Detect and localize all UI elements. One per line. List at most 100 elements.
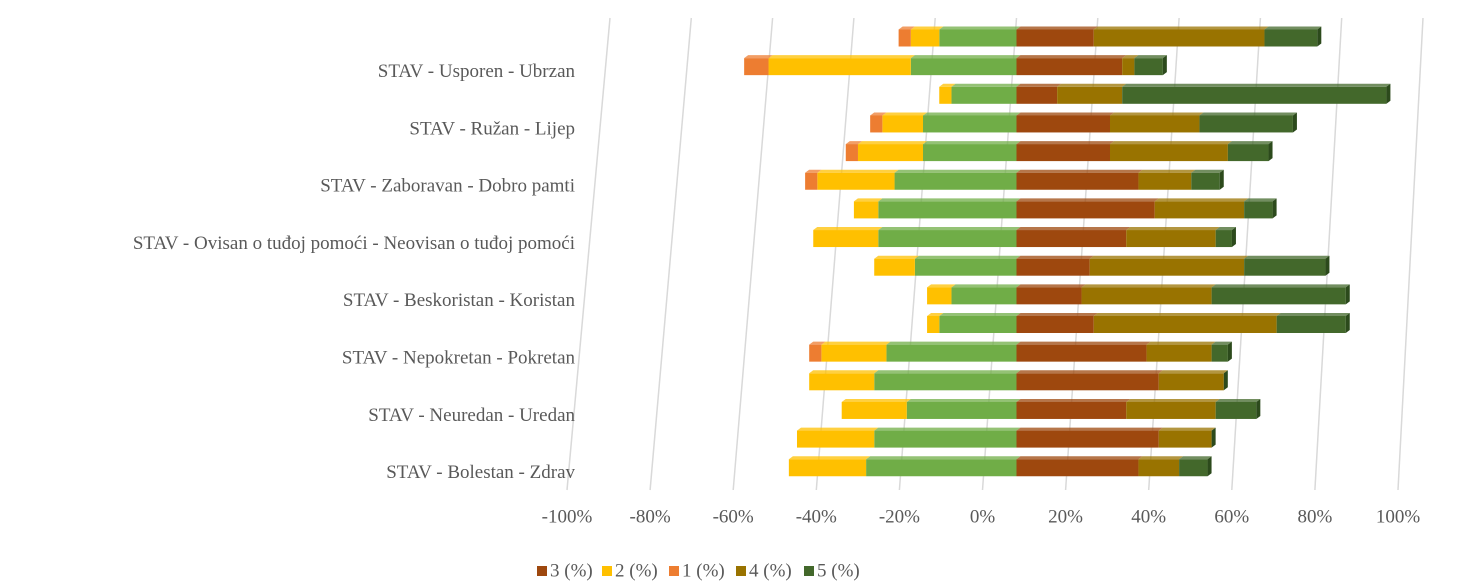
bar-top-face — [1215, 398, 1261, 402]
bar-top-face — [1109, 141, 1232, 145]
bar-segment — [1109, 144, 1228, 162]
bar-segment — [1016, 115, 1110, 133]
bar-segment — [1154, 201, 1245, 219]
bar-top-face — [1016, 456, 1143, 460]
bar-top-face — [951, 83, 1021, 87]
x-tick-label: -80% — [630, 506, 671, 527]
bar-top-face — [910, 55, 1021, 59]
bar-segment — [1093, 29, 1265, 47]
bar-segment — [845, 144, 858, 162]
bar-side-face — [1386, 83, 1391, 104]
bar-segment — [1016, 144, 1110, 162]
bar-segment — [1126, 401, 1216, 419]
y-tick-label: STAV - Usporen - Ubrzan — [378, 61, 576, 82]
bar-top-face — [1122, 83, 1391, 87]
bar-top-face — [1199, 112, 1297, 116]
bar-top-face — [845, 141, 862, 145]
bar-segment — [939, 29, 1017, 47]
bar-top-face — [1016, 255, 1094, 259]
bar-segment — [882, 115, 924, 133]
bar-top-face — [1264, 26, 1322, 30]
bar-top-face — [1016, 370, 1163, 374]
bar-segment — [1122, 86, 1387, 104]
bar-side-face — [1207, 456, 1212, 477]
legend-label: 3 (%) — [550, 560, 593, 581]
bar-top-face — [874, 427, 1021, 431]
y-tick-label: STAV - Bolestan - Zdrav — [386, 462, 575, 483]
bar-top-face — [1126, 227, 1220, 231]
bar-segment — [809, 373, 875, 391]
bar-top-face — [878, 227, 1021, 231]
bar-top-face — [1158, 370, 1228, 374]
bar-top-face — [939, 83, 956, 87]
bar-segment — [939, 316, 1017, 333]
bar-top-face — [1016, 141, 1114, 145]
bar-segment — [1109, 115, 1200, 133]
bar-top-face — [1227, 141, 1273, 145]
bar-top-face — [1276, 313, 1350, 316]
bar-top-face — [809, 370, 879, 374]
bar-top-face — [1138, 169, 1196, 173]
bar-segment — [744, 58, 769, 76]
bar-top-face — [1016, 112, 1114, 116]
bar-top-face — [1154, 198, 1249, 202]
y-tick-label: STAV - Nepokretan - Pokretan — [342, 348, 576, 369]
bar-top-face — [1016, 227, 1131, 231]
bar-top-face — [1081, 284, 1216, 288]
bar-segment — [1276, 316, 1346, 333]
grid-line — [566, 17, 611, 491]
bar-top-face — [870, 112, 887, 116]
bar-top-face — [1146, 341, 1216, 345]
bar-top-face — [1016, 427, 1163, 431]
bar-segment — [817, 172, 895, 190]
bar-segment — [1093, 316, 1277, 333]
y-tick-label: STAV - Ovisan o tuđoj pomoći - Neovisan … — [133, 233, 575, 254]
legend-swatch — [736, 566, 746, 576]
bar-segment — [857, 144, 924, 162]
legend-swatch — [804, 566, 814, 576]
grid-line — [649, 17, 693, 491]
bar-top-face — [1215, 227, 1236, 231]
bar-top-face — [1016, 55, 1127, 59]
grid-line — [1397, 17, 1424, 491]
bar-top-face — [927, 313, 944, 316]
bar-top-face — [768, 55, 915, 59]
bar-top-face — [1244, 255, 1330, 259]
bar-top-face — [1126, 398, 1220, 402]
bar-segment — [1244, 258, 1326, 276]
bar-segment — [1016, 401, 1127, 419]
bar-side-face — [1223, 370, 1228, 391]
bar-side-face — [1162, 55, 1167, 76]
bar-top-face — [817, 169, 899, 173]
bar-segment — [1158, 373, 1224, 391]
bar-top-face — [1158, 427, 1216, 431]
bar-segment — [906, 401, 1017, 419]
bar-segment — [796, 430, 875, 448]
bar-top-face — [910, 26, 944, 30]
bar-side-face — [1292, 112, 1297, 133]
bar-top-face — [1093, 313, 1281, 316]
bar-segment — [1016, 344, 1147, 362]
bar-segment — [874, 430, 1017, 448]
y-tick-label: STAV - Zaboravan - Dobro pamti — [320, 176, 575, 197]
bar-side-face — [1219, 169, 1224, 190]
bar-top-face — [927, 284, 956, 288]
bar-segment — [768, 58, 911, 76]
bar-top-face — [1191, 169, 1224, 173]
bar-top-face — [874, 255, 919, 259]
bar-top-face — [882, 112, 928, 116]
bar-top-face — [914, 255, 1021, 259]
y-tick-label: STAV - Neuredan - Uredan — [368, 405, 575, 426]
bar-top-face — [1244, 198, 1277, 202]
bar-top-face — [1016, 26, 1098, 30]
bar-segment — [898, 29, 911, 47]
bar-top-face — [1179, 456, 1212, 460]
bar-segment — [910, 29, 940, 47]
bar-top-face — [857, 141, 928, 145]
bar-top-face — [939, 313, 1021, 316]
bar-top-face — [923, 112, 1021, 116]
bar-side-face — [1272, 198, 1277, 219]
bar-segment — [914, 258, 1017, 276]
y-tick-label: STAV - Ružan - Lijep — [409, 118, 575, 139]
bar-top-face — [796, 427, 879, 431]
